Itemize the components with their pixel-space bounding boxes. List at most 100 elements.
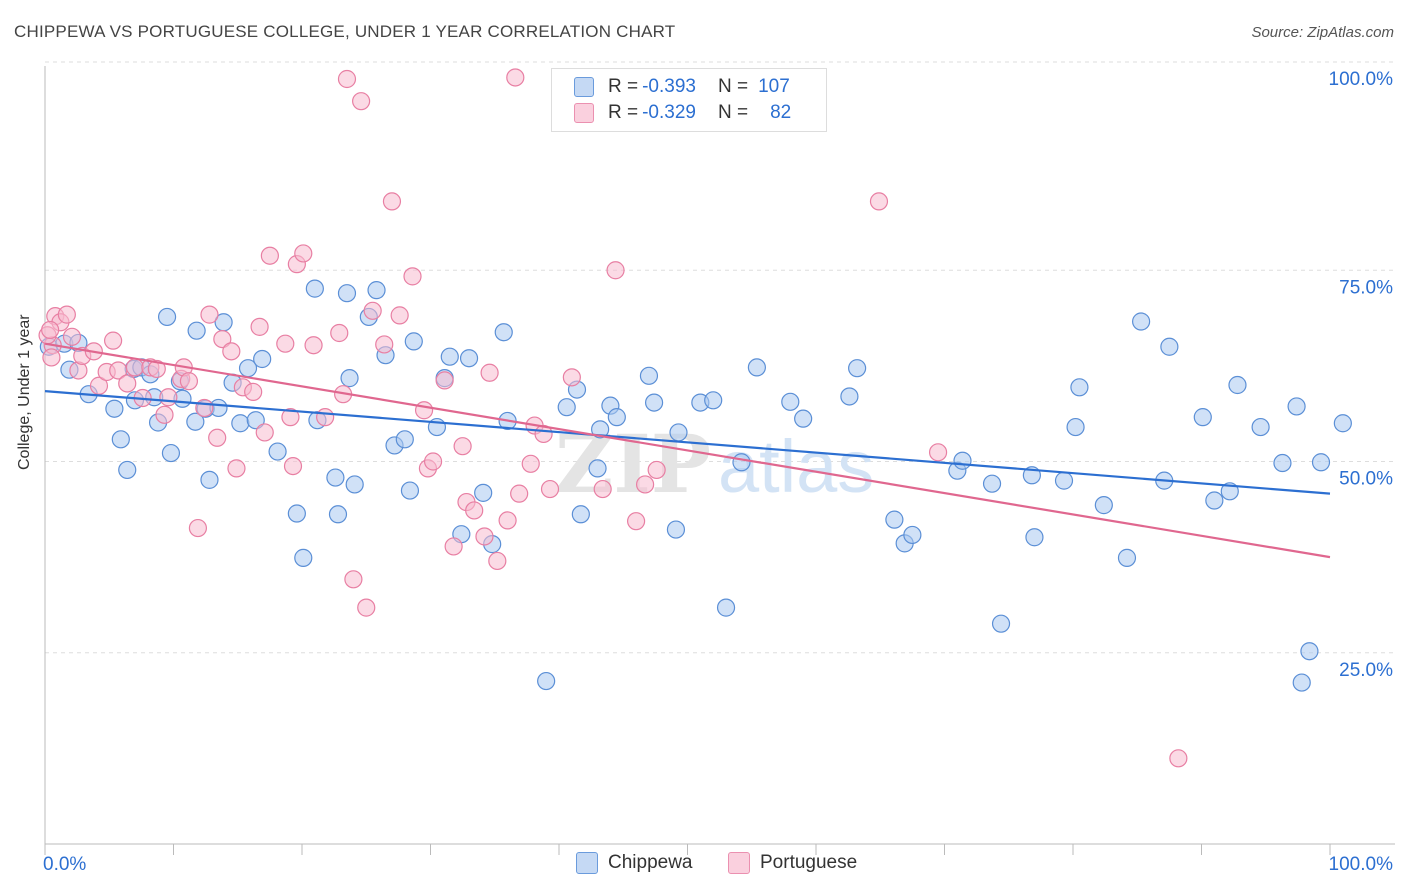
chippewa-point [1333,414,1352,433]
legend-r-value: -0.393 [642,76,696,97]
chippewa-point [1070,378,1089,397]
chippewa-point [118,460,137,480]
chippewa-point [848,359,867,378]
legend-item-chippewa[interactable]: Chippewa [576,852,693,874]
chippewa-point [747,358,766,377]
chippewa-point [1228,375,1247,395]
portuguese-point [606,261,625,280]
chippewa-point [1066,417,1085,437]
axis-layer [44,66,1395,855]
legend-r-label: R = [608,102,639,123]
portuguese-point [444,537,463,556]
legend-n-label: N = [717,76,749,97]
chippewa-point [187,321,206,340]
chippewa-point [231,414,250,433]
portuguese-point [506,68,525,87]
series-legend: Chippewa Portuguese [0,852,1406,878]
portuguese-point [195,398,214,418]
portuguese-point [498,511,517,530]
portuguese-point [510,484,529,503]
chippewa-point [294,548,313,567]
chippewa-point [246,411,265,430]
chippewa-point [345,475,364,494]
chippewa-point [400,481,420,500]
portuguese-point [390,306,409,325]
chippewa-point [494,323,513,342]
chippewa-point [440,347,459,366]
chippewa-point [337,284,357,303]
chippewa-point [340,369,359,388]
portuguese-point [475,527,494,546]
portuguese-point [57,305,76,324]
chippewa-point [1193,408,1212,427]
chippewa-point [1300,642,1319,661]
portuguese-point [1169,749,1188,768]
stats-legend: R = -0.393 N = 107 R = -0.329 N = 82 [551,68,827,132]
portuguese-point [155,405,174,424]
chippewa-point [200,470,219,489]
y-tick-label: 50.0% [1339,469,1393,490]
chippewa-point [1160,337,1179,356]
chippewa-swatch [574,77,594,97]
portuguese-point [200,305,219,324]
chippewa-point [840,387,859,406]
portuguese-point [283,456,303,476]
portuguese-point [222,342,241,361]
chippewa-point [885,510,904,529]
grid-layer [45,61,1395,654]
portuguese-point [104,331,123,350]
chippewa-point [268,442,287,461]
legend-item-portuguese[interactable]: Portuguese [728,852,857,874]
chippewa-point [953,451,972,470]
watermark-zip: ZIP [555,417,711,511]
chippewa-point [982,474,1002,493]
portuguese-point [42,348,61,367]
chippewa-point [459,349,479,368]
legend-r-label: R = [608,76,639,97]
y-axis-label: College, Under 1 year [16,314,33,470]
chippewa-point [639,366,659,385]
portuguese-point [41,320,60,340]
portuguese-point [125,358,145,377]
legend-label: Portuguese [760,852,858,873]
portuguese-point [375,335,394,354]
chippewa-point [991,614,1011,633]
legend-r-value: -0.329 [642,102,696,123]
portuguese-point [316,408,335,427]
chippewa-point [287,504,306,523]
portuguese-point [294,244,313,263]
chippewa-point [537,671,556,691]
portuguese-point [89,376,109,395]
chippewa-swatch [576,852,598,874]
legend-n-label: N = [717,102,749,123]
portuguese-point [382,192,402,211]
portuguese-point [488,551,507,571]
chippewa-point [253,349,272,369]
portuguese-point [250,317,269,336]
portuguese-point [352,92,371,111]
portuguese-point [179,372,199,391]
portuguese-point [304,336,323,355]
legend-n-value: 82 [770,102,792,123]
chippewa-point [1054,471,1074,490]
chippewa-trend-line [44,390,1331,495]
chippewa-point [591,420,610,439]
y-tick-label: 100.0% [1329,69,1394,90]
portuguese-point [118,374,137,393]
chippewa-point [1094,496,1113,515]
chippewa-point [903,525,922,545]
portuguese-swatch [574,103,594,123]
chippewa-point [781,392,800,411]
portuguese-point [435,371,454,390]
trend-layer [44,342,1331,559]
portuguese-point [465,501,484,520]
portuguese-point [403,267,422,286]
portuguese-point [159,388,178,407]
portuguese-point [62,327,82,346]
y-tick-label: 25.0% [1339,660,1393,681]
chippewa-point [328,505,348,524]
points-layer [38,68,1352,768]
portuguese-point [255,423,274,442]
portuguese-point [626,512,646,531]
chippewa-point [669,423,688,442]
